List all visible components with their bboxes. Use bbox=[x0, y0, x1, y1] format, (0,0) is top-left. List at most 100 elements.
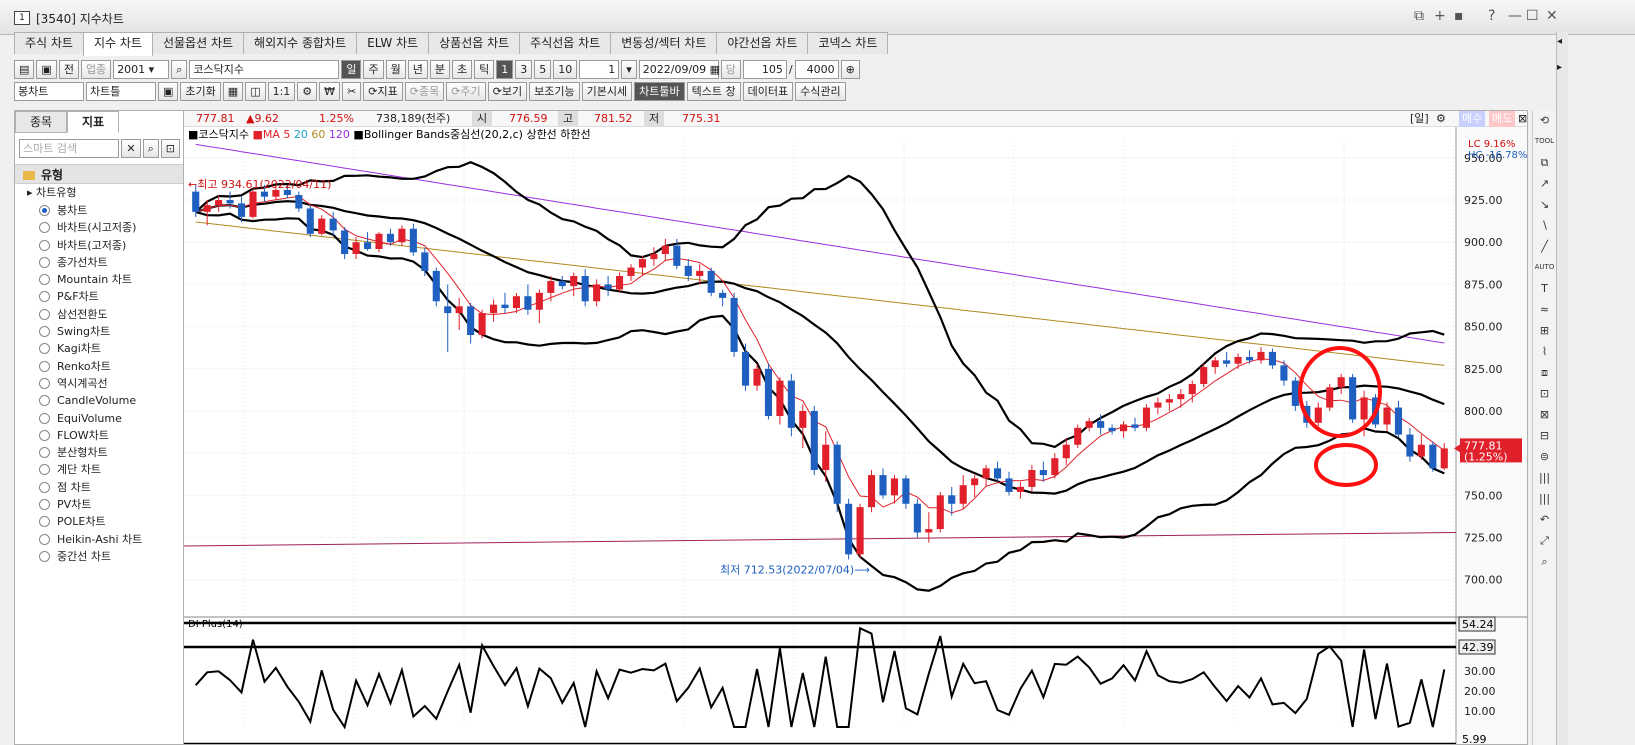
save-icon[interactable]: ▣ bbox=[36, 59, 57, 79]
subsection-chart-type[interactable]: ▸ 차트유형 bbox=[27, 186, 77, 199]
period-minute[interactable]: 분 bbox=[429, 59, 450, 79]
drawing-tool-icon[interactable]: ||| bbox=[1538, 492, 1551, 505]
clear-icon[interactable]: ✕ bbox=[121, 139, 141, 158]
radio-icon[interactable] bbox=[39, 205, 50, 216]
formula-button[interactable]: 수식관리 bbox=[795, 81, 846, 101]
tab-indicators[interactable]: 지표 bbox=[67, 111, 119, 133]
collapse-right-icon[interactable]: ◂ bbox=[1557, 36, 1563, 47]
radio-icon[interactable] bbox=[39, 222, 50, 234]
sell-button[interactable]: 매도 bbox=[1489, 111, 1516, 127]
interval-1[interactable]: 1 bbox=[496, 59, 514, 79]
radio-icon[interactable] bbox=[39, 447, 50, 459]
drawing-tool-icon[interactable]: AUTO bbox=[1534, 263, 1555, 271]
current-button[interactable]: 당 bbox=[720, 59, 741, 79]
chart-type-option[interactable]: 종가선차트 bbox=[15, 254, 184, 271]
radio-icon[interactable] bbox=[39, 481, 50, 493]
close-icon[interactable]: ✕ bbox=[1546, 8, 1558, 24]
drawing-tool-icon[interactable]: ⊟ bbox=[1539, 429, 1550, 442]
chart-type-option[interactable]: Kagi차트 bbox=[15, 340, 184, 357]
chart-type-select[interactable]: 봉차트 bbox=[14, 81, 84, 101]
radio-icon[interactable] bbox=[39, 326, 50, 338]
drawing-tool-icon[interactable]: T bbox=[1541, 282, 1548, 295]
period-week[interactable]: 주 bbox=[363, 59, 384, 79]
interval-5[interactable]: 5 bbox=[534, 59, 552, 79]
tab-overseas-index[interactable]: 해외지수 종합차트 bbox=[243, 32, 358, 54]
tab-items[interactable]: 종목 bbox=[15, 111, 67, 133]
drawing-tool-icon[interactable]: ⧉ bbox=[1540, 156, 1549, 169]
grid-icon[interactable]: ▦ bbox=[222, 81, 244, 101]
drawing-tool-icon[interactable]: ≈ bbox=[1539, 303, 1550, 316]
indicator-button[interactable]: ⟳지표 bbox=[363, 81, 403, 101]
search-icon[interactable]: ⌕ bbox=[142, 139, 159, 158]
reset-button[interactable]: 초기화 bbox=[180, 81, 221, 101]
buy-button[interactable]: 매수 bbox=[1459, 111, 1486, 127]
chart-type-option[interactable]: 중간선 차트 bbox=[15, 548, 184, 565]
expand-right-icon[interactable]: ▸ bbox=[1557, 62, 1563, 73]
drawing-tool-icon[interactable]: ∖ bbox=[1540, 219, 1548, 232]
chart-type-option[interactable]: 점 차트 bbox=[15, 479, 184, 496]
interval-input[interactable]: 1 bbox=[579, 59, 620, 79]
tab-futures-options[interactable]: 선물옵션 차트 bbox=[151, 32, 245, 54]
drawing-tool-icon[interactable]: ╱ bbox=[1541, 240, 1548, 253]
chart-type-option[interactable]: CandleVolume bbox=[15, 392, 184, 409]
chart-type-option[interactable]: POLE차트 bbox=[15, 513, 184, 530]
chart-type-option[interactable]: Heikin-Ashi 차트 bbox=[15, 531, 184, 548]
tab-elw[interactable]: ELW 차트 bbox=[356, 32, 430, 54]
radio-icon[interactable] bbox=[39, 395, 50, 407]
panel-close-icon[interactable]: ⊠ bbox=[1518, 112, 1528, 125]
drawing-tool-icon[interactable]: ||| bbox=[1538, 471, 1551, 484]
drawing-tool-icon[interactable]: ↘ bbox=[1539, 198, 1550, 211]
price-chart[interactable]: 950.00 925.00 900.00 875.00 850.00 825.00 800.… bbox=[184, 127, 1528, 745]
radio-icon[interactable] bbox=[39, 412, 50, 424]
chart-type-option[interactable]: EquiVolume bbox=[15, 410, 184, 427]
radio-icon[interactable] bbox=[39, 291, 50, 303]
add-icon[interactable]: + bbox=[1434, 8, 1446, 24]
index-name-field[interactable]: 코스닥지수 bbox=[189, 59, 340, 79]
chart-type-option[interactable]: PV차트 bbox=[15, 496, 184, 513]
tab-commodity[interactable]: 상품선옵 차트 bbox=[428, 32, 521, 54]
settings-icon[interactable]: ⚙ bbox=[297, 81, 318, 101]
search-icon[interactable]: ⌕ bbox=[171, 59, 188, 79]
period-second[interactable]: 초 bbox=[451, 59, 473, 79]
drawing-tool-icon[interactable]: ⊡ bbox=[1539, 387, 1550, 400]
side-scroll[interactable] bbox=[1556, 32, 1568, 745]
radio-icon[interactable] bbox=[39, 377, 50, 389]
text-window-button[interactable]: 텍스트 창 bbox=[686, 81, 741, 101]
code-select[interactable]: 2001 ▾ bbox=[113, 59, 170, 79]
currency-button[interactable]: ₩ bbox=[319, 81, 341, 101]
drawing-tool-icon[interactable]: ⊠ bbox=[1539, 408, 1550, 421]
drawing-tool-icon[interactable]: ⌕ bbox=[1541, 555, 1548, 568]
period-year[interactable]: 년 bbox=[407, 59, 428, 79]
radio-icon[interactable] bbox=[39, 308, 50, 320]
tools-icon[interactable]: ✂ bbox=[342, 81, 362, 101]
sector-button[interactable]: 업종 bbox=[80, 59, 112, 79]
radio-icon[interactable] bbox=[39, 274, 50, 286]
drawing-tool-icon[interactable]: ↶ bbox=[1539, 513, 1550, 526]
radio-icon[interactable] bbox=[39, 499, 50, 511]
view-button[interactable]: ⟳보기 bbox=[487, 81, 528, 101]
chart-area[interactable]: 777.81 ▲9.62 1.25% 738,189(천주) 시 776.59 … bbox=[183, 110, 1528, 745]
smart-search-input[interactable]: 스마트 검색 bbox=[19, 139, 120, 158]
radio-icon[interactable] bbox=[39, 464, 50, 476]
chart-type-option[interactable]: 역시계곡선 bbox=[15, 375, 184, 392]
chart-toolbar-button[interactable]: 차트툴바 bbox=[634, 81, 685, 101]
interval-10[interactable]: 10 bbox=[553, 59, 578, 79]
aux-button[interactable]: 보조기능 bbox=[529, 81, 580, 101]
period-month[interactable]: 월 bbox=[385, 59, 406, 79]
layout-icon[interactable]: ⧉ bbox=[1414, 8, 1424, 24]
radio-icon[interactable] bbox=[39, 429, 50, 441]
drawing-tool-icon[interactable]: ↗ bbox=[1539, 177, 1550, 190]
maximize-icon[interactable]: ☐ bbox=[1526, 8, 1539, 24]
split-icon[interactable]: ◫ bbox=[245, 81, 266, 101]
tab-night-futures[interactable]: 야간선옵 차트 bbox=[716, 32, 809, 54]
tab-stock-futures[interactable]: 주식선옵 차트 bbox=[519, 32, 612, 54]
drawing-tool-icon[interactable]: ⟲ bbox=[1539, 114, 1550, 127]
radio-icon[interactable] bbox=[39, 516, 50, 528]
save-frame-icon[interactable]: ▣ bbox=[158, 81, 179, 101]
drawing-tool-icon[interactable]: TOOL bbox=[1534, 137, 1555, 145]
drawing-tool-icon[interactable]: ⌇ bbox=[1541, 345, 1548, 358]
total-field[interactable]: 4000 bbox=[794, 59, 839, 79]
chart-type-option[interactable]: P&F차트 bbox=[15, 288, 184, 305]
drawing-tool-icon[interactable]: ⊜ bbox=[1539, 450, 1550, 463]
chart-type-option[interactable]: 삼선전환도 bbox=[15, 306, 184, 323]
